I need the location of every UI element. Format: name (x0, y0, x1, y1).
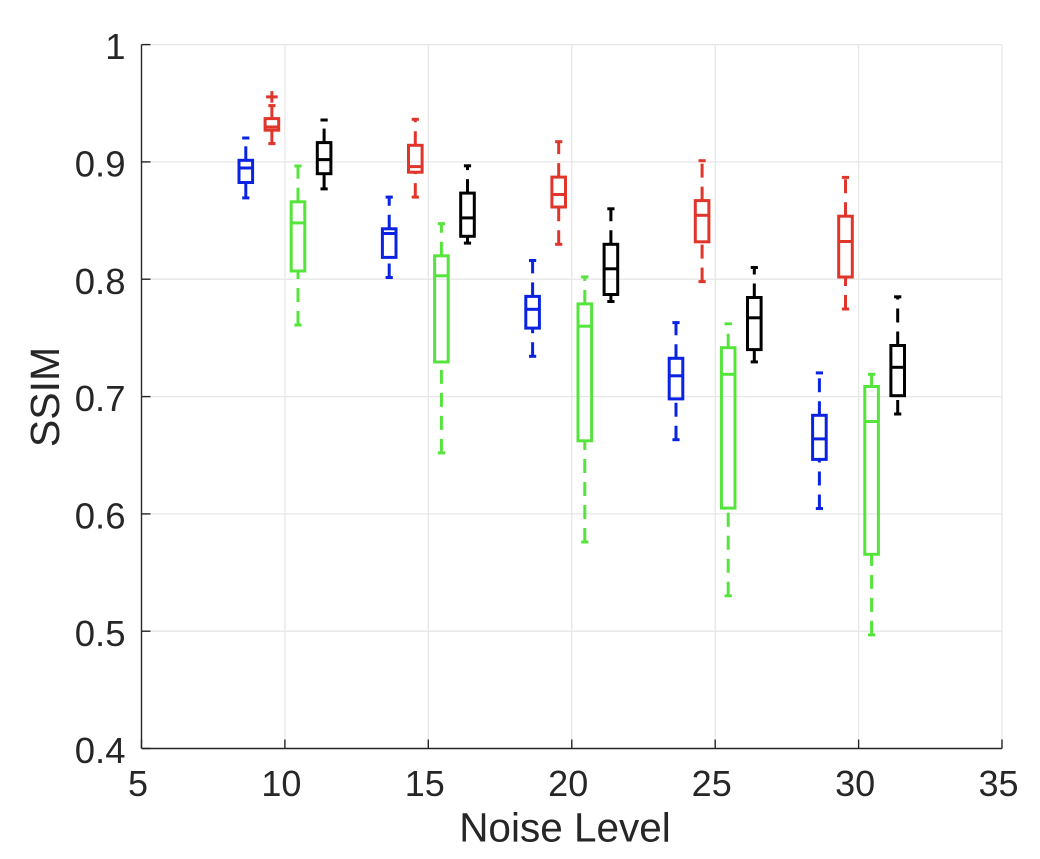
svg-text:10: 10 (261, 763, 301, 804)
svg-text:0.7: 0.7 (75, 378, 126, 419)
svg-text:Noise Level: Noise Level (459, 805, 671, 851)
svg-text:0.5: 0.5 (75, 613, 126, 654)
svg-text:5: 5 (128, 763, 148, 804)
svg-text:0.4: 0.4 (75, 730, 126, 771)
svg-text:25: 25 (692, 763, 732, 804)
svg-text:0.9: 0.9 (75, 144, 126, 185)
svg-text:0.6: 0.6 (75, 496, 126, 537)
svg-text:15: 15 (405, 763, 445, 804)
svg-text:SSIM: SSIM (22, 347, 68, 447)
svg-text:35: 35 (978, 763, 1018, 804)
svg-text:20: 20 (548, 763, 588, 804)
svg-text:1: 1 (105, 26, 125, 67)
svg-text:0.8: 0.8 (75, 261, 126, 302)
svg-text:30: 30 (835, 763, 875, 804)
